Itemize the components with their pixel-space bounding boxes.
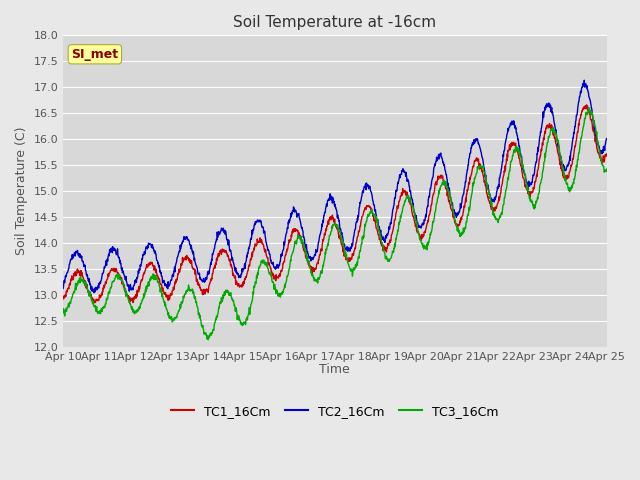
Y-axis label: Soil Temperature (C): Soil Temperature (C) bbox=[15, 127, 28, 255]
Text: SI_met: SI_met bbox=[71, 48, 118, 61]
Title: Soil Temperature at -16cm: Soil Temperature at -16cm bbox=[234, 15, 436, 30]
X-axis label: Time: Time bbox=[319, 363, 350, 376]
Legend: TC1_16Cm, TC2_16Cm, TC3_16Cm: TC1_16Cm, TC2_16Cm, TC3_16Cm bbox=[166, 400, 504, 423]
